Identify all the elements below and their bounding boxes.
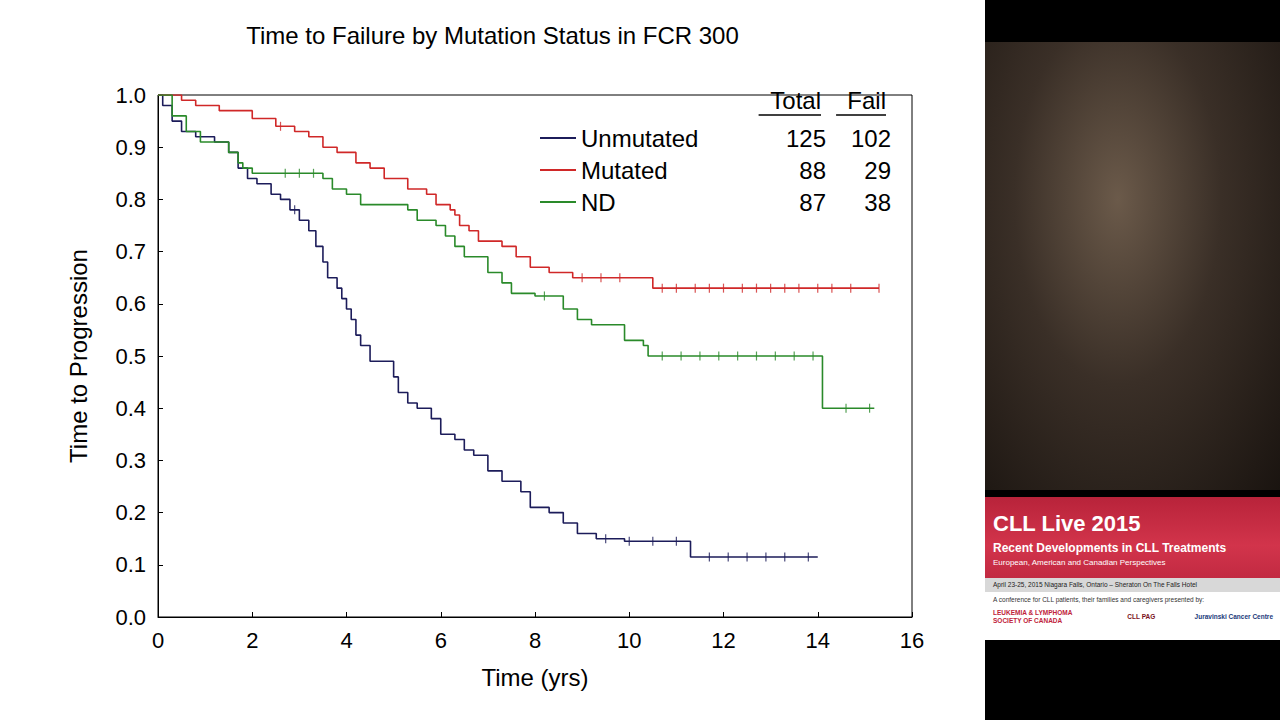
svg-text:0.9: 0.9	[115, 135, 146, 160]
html-text:Juravinski Cancer Centre: Juravinski Cancer Centre	[1194, 613, 1273, 620]
svg-text:0.3: 0.3	[115, 448, 146, 473]
svg-text:29: 29	[864, 157, 891, 184]
svg-text:88: 88	[799, 157, 826, 184]
svg-text:14: 14	[806, 628, 830, 653]
svg-text:0.1: 0.1	[115, 552, 146, 577]
svg-text:0.2: 0.2	[115, 500, 146, 525]
svg-text:4: 4	[340, 628, 352, 653]
svg-text:10: 10	[617, 628, 641, 653]
svg-text:Total: Total	[770, 87, 821, 114]
html-text:LEUKEMIA & LYMPHOMA SOCIETY OF: LEUKEMIA & LYMPHOMA SOCIETY OF CANADA	[993, 609, 1073, 624]
svg-text:Time to Failure by Mutation St: Time to Failure by Mutation Status in FC…	[246, 22, 739, 49]
svg-text:Fail: Fail	[847, 87, 886, 114]
svg-text:Time to Progression: Time to Progression	[65, 249, 92, 463]
svg-text:102: 102	[851, 125, 891, 152]
svg-text:Unmutated: Unmutated	[581, 125, 698, 152]
html-text:Recent Developments in CLL Tre: Recent Developments in CLL Treatments	[993, 541, 1227, 555]
svg-text:6: 6	[435, 628, 447, 653]
html-text:European, American and Canadia: European, American and Canadian Perspect…	[993, 558, 1166, 567]
svg-text:0.4: 0.4	[115, 396, 146, 421]
svg-text:0.7: 0.7	[115, 239, 146, 264]
svg-text:0.6: 0.6	[115, 291, 146, 316]
svg-text:ND: ND	[581, 189, 616, 216]
svg-text:0.0: 0.0	[115, 605, 146, 630]
svg-text:125: 125	[786, 125, 826, 152]
svg-text:2: 2	[246, 628, 258, 653]
svg-text:Time (yrs): Time (yrs)	[481, 664, 588, 691]
svg-text:8: 8	[529, 628, 541, 653]
svg-text:1.0: 1.0	[115, 83, 146, 108]
svg-text:0.8: 0.8	[115, 187, 146, 212]
html-text:CLL PAG: CLL PAG	[1127, 613, 1156, 620]
svg-text:16: 16	[900, 628, 924, 653]
svg-text:0.5: 0.5	[115, 344, 146, 369]
html-text:CLL Live 2015: CLL Live 2015	[993, 511, 1141, 536]
html-text:A conference for CLL patients,: A conference for CLL patients, their fam…	[993, 596, 1205, 603]
svg-text:12: 12	[711, 628, 735, 653]
svg-text:38: 38	[864, 189, 891, 216]
svg-text:0: 0	[152, 628, 164, 653]
svg-text:Mutated: Mutated	[581, 157, 668, 184]
svg-text:87: 87	[799, 189, 826, 216]
html-text:April 23-25, 2015 Niagara Fall: April 23-25, 2015 Niagara Falls, Ontario…	[993, 581, 1197, 588]
